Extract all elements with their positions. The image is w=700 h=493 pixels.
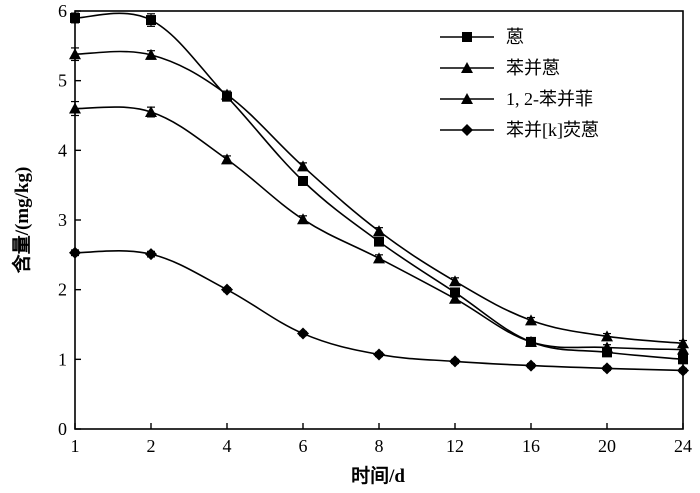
data-point (145, 48, 157, 60)
data-point (373, 252, 385, 264)
data-point (374, 236, 384, 247)
x-tick-label: 16 (522, 436, 540, 456)
x-tick-label: 24 (674, 436, 692, 456)
data-point (449, 292, 461, 304)
data-point (221, 88, 233, 100)
legend-item: 苯并[k]荧蒽 (440, 120, 599, 140)
data-point (678, 354, 688, 365)
legend-marker (461, 124, 473, 136)
y-tick-label: 6 (58, 1, 67, 21)
data-point (221, 153, 233, 165)
y-tick-label: 1 (58, 349, 67, 369)
series-4 (69, 246, 689, 377)
x-axis-title: 时间/d (351, 465, 405, 487)
series-line (74, 12, 684, 361)
legend-item: 1, 2-苯并菲 (440, 89, 593, 109)
legend-label: 蒽 (506, 27, 524, 47)
data-point (373, 225, 385, 237)
data-point (601, 341, 613, 353)
y-axis-title: 含量/(mg/kg) (10, 167, 33, 274)
series-2 (69, 47, 689, 349)
series-layer (69, 12, 689, 377)
y-axis: 0 1 2 3 4 5 6 (58, 1, 81, 439)
data-point (69, 48, 81, 60)
data-point (525, 335, 537, 347)
legend-marker (461, 93, 473, 104)
y-tick-label: 0 (58, 419, 67, 439)
x-tick-label: 2 (147, 436, 156, 456)
data-point (145, 106, 157, 118)
x-tick-label: 4 (223, 436, 232, 456)
data-point (221, 283, 233, 296)
data-point (525, 359, 537, 372)
data-point (70, 12, 80, 23)
data-point (450, 287, 460, 298)
x-tick-label: 8 (375, 436, 384, 456)
series-1 (70, 12, 688, 365)
data-point (297, 327, 309, 340)
series-3 (69, 100, 689, 355)
data-point (298, 175, 308, 186)
data-point (677, 337, 689, 349)
data-point (449, 275, 461, 287)
data-point (145, 248, 157, 261)
data-point (525, 314, 537, 326)
data-point (677, 364, 689, 377)
legend-label: 苯并蒽 (506, 58, 560, 78)
y-tick-label: 2 (58, 280, 67, 300)
x-tick-label: 1 (71, 436, 80, 456)
data-point (297, 160, 309, 172)
legend-label: 苯并[k]荧蒽 (506, 120, 599, 140)
y-tick-label: 3 (58, 210, 67, 230)
data-point (373, 348, 385, 361)
data-point (69, 246, 81, 259)
data-point (69, 102, 81, 114)
legend-label: 1, 2-苯并菲 (506, 89, 593, 109)
x-tick-label: 12 (446, 436, 464, 456)
plot-frame (74, 10, 684, 430)
legend-item: 蒽 (440, 27, 524, 47)
x-tick-label: 20 (598, 436, 616, 456)
data-point (449, 355, 461, 368)
data-point (677, 343, 689, 355)
data-point (601, 330, 613, 342)
legend-marker (462, 32, 472, 42)
legend-marker (461, 62, 473, 73)
x-tick-label: 6 (299, 436, 308, 456)
legend-item: 苯并蒽 (440, 58, 560, 78)
data-point (297, 213, 309, 225)
y-tick-label: 5 (58, 71, 67, 91)
data-point (601, 362, 613, 375)
y-tick-label: 4 (58, 140, 67, 160)
x-axis: 1 2 4 6 8 12 16 20 24 (71, 423, 692, 456)
data-point (146, 15, 156, 26)
